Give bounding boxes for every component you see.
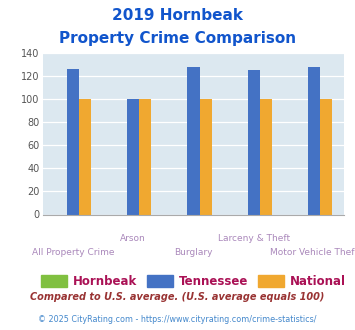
Text: © 2025 CityRating.com - https://www.cityrating.com/crime-statistics/: © 2025 CityRating.com - https://www.city… — [38, 315, 317, 324]
Text: Arson: Arson — [120, 234, 146, 243]
Bar — [308, 67, 320, 214]
Text: 2019 Hornbeak: 2019 Hornbeak — [112, 8, 243, 23]
Bar — [139, 99, 151, 214]
Bar — [248, 70, 260, 214]
Bar — [260, 99, 272, 214]
Bar — [79, 99, 91, 214]
Bar — [187, 67, 200, 214]
Text: Property Crime Comparison: Property Crime Comparison — [59, 31, 296, 46]
Bar — [200, 99, 212, 214]
Text: Larceny & Theft: Larceny & Theft — [218, 234, 290, 243]
Bar — [127, 99, 139, 214]
Bar — [67, 69, 79, 215]
Text: Burglary: Burglary — [174, 248, 213, 257]
Text: All Property Crime: All Property Crime — [32, 248, 114, 257]
Bar — [320, 99, 332, 214]
Legend: Hornbeak, Tennessee, National: Hornbeak, Tennessee, National — [37, 270, 350, 293]
Text: Motor Vehicle Theft: Motor Vehicle Theft — [270, 248, 355, 257]
Text: Compared to U.S. average. (U.S. average equals 100): Compared to U.S. average. (U.S. average … — [30, 292, 325, 302]
